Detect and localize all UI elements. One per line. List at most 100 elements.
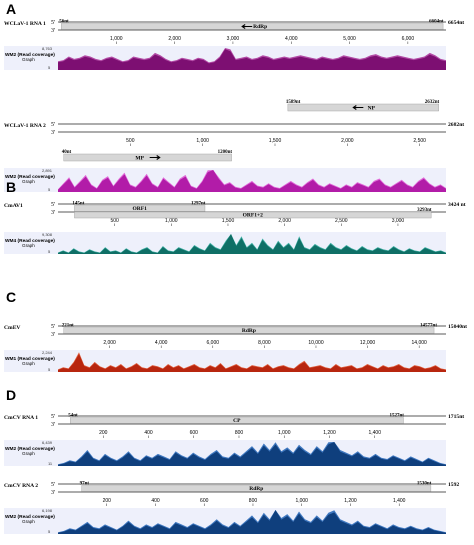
track-c1-tick-label: 4,000 xyxy=(155,340,168,346)
track-d1-coverage-area xyxy=(58,442,446,466)
track-a1-tick-label: 4,000 xyxy=(285,36,298,42)
track-d1-coverage-sublabel: Graph xyxy=(22,451,35,456)
track-a2-end5: 5' xyxy=(51,122,55,128)
track-a2-tick-label: 1,000 xyxy=(196,138,209,144)
left-arrow-icon xyxy=(241,24,253,29)
track-b1-tick-label: 500 xyxy=(110,218,119,224)
track-a1-end3: 3' xyxy=(51,28,55,34)
track-d2-tick-label: 800 xyxy=(249,498,258,504)
track-a1-coverage-sublabel: Graph xyxy=(22,57,35,62)
track-d2-name: CmCV RNA 2 xyxy=(4,483,38,489)
track-b1-name: CmAV1 xyxy=(4,203,23,209)
orf-start-label: 54nt xyxy=(68,414,78,419)
track-d1-tick-label: 1,000 xyxy=(278,430,291,436)
panel-letter-a: A xyxy=(6,1,16,17)
track-b1-tick-label: 2,000 xyxy=(278,218,291,224)
orf-box-rdrp xyxy=(81,485,432,492)
track-d1-length: 1715nt xyxy=(448,414,464,420)
track-d2-tick-label: 1,400 xyxy=(393,498,406,504)
track-d2-end5: 5' xyxy=(51,482,55,488)
track-a1-coverage-label: WM2 (Read coverage) xyxy=(5,52,55,58)
track-a1-tick-label: 1,000 xyxy=(110,36,123,42)
track-c1-end5: 5' xyxy=(51,324,55,330)
orf-box-mp xyxy=(63,153,232,162)
orf-end-label: 2632nt xyxy=(425,100,440,105)
orf-start-label: 40nt xyxy=(62,150,72,155)
track-b1-tick-label: 1,000 xyxy=(165,218,178,224)
track-a1-end5: 5' xyxy=(51,20,55,26)
track-b1-coverage-area xyxy=(58,234,446,254)
track-d2-tick-label: 200 xyxy=(103,498,112,504)
track-a1-coverage-max: 8,763 xyxy=(42,46,53,51)
orf-box-orf12 xyxy=(74,211,432,219)
orf-end-label: 3293nt xyxy=(417,208,432,213)
track-d2-coverage-area xyxy=(58,510,446,534)
orf-label-cp: CP xyxy=(233,418,241,424)
track-d2-coverage-min: 5 xyxy=(48,529,51,534)
track-a1-coverage-area xyxy=(58,49,446,70)
track-d1-tick-label: 400 xyxy=(144,430,153,436)
track-a1-tick-label: 6,000 xyxy=(402,36,415,42)
track-a2-coverage-max: 2,891 xyxy=(42,168,53,173)
track-c1-coverage-label: WM1 (Read coverage) xyxy=(5,356,55,362)
track-b1-tick-label: 2,500 xyxy=(335,218,348,224)
track-d1-name: CmCV RNA 1 xyxy=(4,415,38,421)
orf-end-label: 6604nt xyxy=(429,20,444,25)
track-a2-coverage-sublabel: Graph xyxy=(22,179,35,184)
orf-start-label: 221nt xyxy=(62,324,74,329)
track-c1-tick-label: 14,000 xyxy=(412,340,428,346)
track-d2-tick-label: 1,000 xyxy=(295,498,308,504)
track-d1-tick-label: 800 xyxy=(235,430,244,436)
track-d2-tick-label: 400 xyxy=(151,498,160,504)
track-d2-coverage-label: WM2 (Read coverage) xyxy=(5,514,55,520)
track-a2-tick-label: 2,500 xyxy=(413,138,426,144)
track-c1-tick-label: 12,000 xyxy=(360,340,376,346)
orf-box-rdrp xyxy=(63,327,435,334)
track-d2-length: 1592 xyxy=(448,482,459,488)
track-c1-tick-label: 6,000 xyxy=(207,340,220,346)
track-a1-tick-label: 2,000 xyxy=(168,36,181,42)
orf-start-label: 1589nt xyxy=(286,100,301,105)
panel-letter-c: C xyxy=(6,289,16,305)
track-b1-end5: 5' xyxy=(51,202,55,208)
orf-end-label: 14577nt xyxy=(420,324,437,329)
track-b1-coverage-max: 9,308 xyxy=(42,232,53,237)
track-c1-coverage-sublabel: Graph xyxy=(22,361,35,366)
track-d1-coverage-label: WM2 (Read coverage) xyxy=(5,446,55,452)
track-c1-length: 15040nt xyxy=(448,324,467,330)
track-a1-length: 6654nt xyxy=(448,20,464,26)
track-c1-tick-label: 2,000 xyxy=(103,340,116,346)
track-b1-end3: 3' xyxy=(51,210,55,216)
track-d2-coverage-max: 6,198 xyxy=(42,508,53,513)
orf-start-label: 56nt xyxy=(59,20,69,25)
track-d1-coverage-max: 6,439 xyxy=(42,440,53,445)
track-d1-tick-label: 600 xyxy=(190,430,199,436)
track-d2-end3: 3' xyxy=(51,490,55,496)
track-a2-end3: 3' xyxy=(51,130,55,136)
track-b1-length: 3424 nt xyxy=(448,202,466,208)
orf-box-cp xyxy=(70,417,404,424)
track-c1-coverage-area xyxy=(58,354,446,372)
orf-label-rdrp: RdRp xyxy=(249,486,263,492)
left-arrow-icon xyxy=(352,105,364,110)
track-a2-coverage-label: WM2 (Read coverage) xyxy=(5,174,55,180)
track-a1-tick-label: 3,000 xyxy=(227,36,240,42)
orf-label-rdrp: RdRp xyxy=(253,24,267,30)
track-d1-coverage-min: 11 xyxy=(48,461,53,466)
track-a1-name: WCLaV-1 RNA 1 xyxy=(4,21,46,27)
track-c1-tick-label: 10,000 xyxy=(308,340,324,346)
track-a2-name: WCLaV-1 RNA 2 xyxy=(4,123,46,129)
orf-end-label: 1297nt xyxy=(191,202,206,207)
orf-label-np: NP xyxy=(368,106,376,112)
track-d1-tick-label: 200 xyxy=(99,430,108,436)
track-d1-end5: 5' xyxy=(51,414,55,420)
track-d1-tick-label: 1,400 xyxy=(368,430,381,436)
track-c1-coverage-max: 2,244 xyxy=(42,350,53,355)
track-c1-end3: 3' xyxy=(51,332,55,338)
panel-letter-d: D xyxy=(6,387,16,403)
orf-end-label: 1200nt xyxy=(218,150,233,155)
track-a2-tick-label: 1,500 xyxy=(269,138,282,144)
track-c1-coverage-min: 5 xyxy=(48,367,51,372)
track-d2-coverage-sublabel: Graph xyxy=(22,519,35,524)
